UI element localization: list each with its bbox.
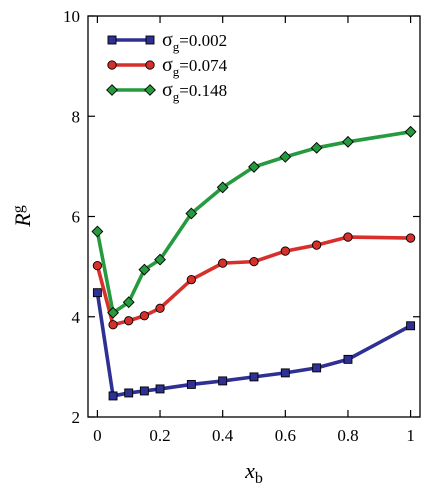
legend-sigma: σ [162, 79, 173, 101]
series-2-point [139, 311, 150, 321]
x-tick-label: 0 [93, 426, 102, 445]
y-axis-title-main: R [10, 213, 35, 228]
legend-item: σg=0.148 [106, 79, 227, 104]
series-3-point [138, 263, 151, 276]
y-tick-label: 2 [72, 408, 81, 427]
series-2-point [405, 233, 416, 243]
y-tick-label: 4 [72, 308, 81, 327]
series-1-point [155, 384, 165, 394]
x-tick-label: 0.8 [337, 426, 358, 445]
legend-item: σg=0.074 [107, 54, 228, 79]
y-axis-title: Rg [10, 205, 35, 227]
series-3-point [248, 160, 260, 173]
series-2-point [280, 246, 290, 256]
legend-sigma: σ [162, 29, 173, 51]
series-layer [91, 125, 417, 401]
series-1-point [280, 368, 290, 378]
series-3-point [91, 225, 104, 238]
legend-marker [145, 60, 155, 70]
x-axis-title-main: x [244, 458, 255, 483]
y-tick-label: 6 [72, 208, 81, 227]
series-3-line [95, 130, 411, 315]
series-3-point [404, 125, 417, 138]
series-2-point [124, 316, 134, 326]
series-2-point [92, 260, 103, 271]
series-2 [92, 232, 416, 330]
series-3-point [279, 150, 292, 163]
legend-sub: g [173, 39, 180, 54]
series-2-point [108, 320, 118, 330]
legend-marker [107, 35, 117, 45]
series-3-point [342, 135, 354, 148]
series-3-point [216, 181, 229, 194]
axis-ticks: 0 0.2 0.4 0.6 0.8 1 2 4 6 8 10 [63, 7, 420, 445]
series-2-point [311, 240, 322, 250]
legend-sigma: σ [162, 54, 173, 76]
x-axis-title: xb [244, 458, 263, 487]
legend-value: =0.074 [179, 56, 227, 75]
legend-marker [144, 84, 156, 96]
series-1-point [249, 372, 259, 382]
series-1-point [218, 376, 228, 386]
series-1-point [406, 321, 416, 331]
x-tick-label: 0.4 [212, 426, 234, 445]
y-axis-title-sub: g [10, 205, 27, 213]
series-2-point [155, 303, 165, 313]
legend-label: σg=0.074 [162, 54, 228, 79]
series-1-point [343, 354, 353, 364]
series-1-point [186, 379, 196, 389]
plot-frame [87, 15, 421, 418]
legend-marker [106, 84, 118, 96]
series-1-point [124, 388, 134, 398]
x-tick-label: 1 [406, 426, 415, 445]
series-1-point [92, 288, 102, 298]
series-3-point [310, 141, 323, 154]
legend-item: σg=0.002 [107, 29, 227, 54]
legend-sub: g [173, 89, 180, 104]
legend-marker [107, 60, 117, 70]
series-3 [91, 125, 417, 319]
legend-value: =0.148 [179, 81, 227, 100]
legend-sub: g [173, 64, 180, 79]
series-1 [92, 288, 416, 401]
x-tick-label: 0.2 [149, 426, 170, 445]
series-1-point [312, 363, 322, 373]
x-tick-label: 0.6 [275, 426, 296, 445]
legend-marker [145, 35, 155, 45]
series-3-point [107, 306, 119, 319]
series-2-point [249, 256, 259, 267]
series-2-point [343, 232, 353, 242]
legend-label: σg=0.148 [162, 79, 227, 104]
series-3-point [154, 253, 166, 266]
legend-label: σg=0.002 [162, 29, 227, 54]
series-2-point [218, 258, 228, 268]
series-3-point [185, 207, 198, 220]
series-1-point [108, 391, 118, 401]
series-1-point [139, 386, 149, 396]
legend-value: =0.002 [179, 31, 227, 50]
y-tick-label: 8 [72, 107, 81, 126]
y-tick-label: 10 [63, 7, 80, 26]
series-2-point [186, 275, 197, 285]
series-3-point [122, 296, 135, 309]
x-axis-title-sub: b [255, 470, 263, 487]
